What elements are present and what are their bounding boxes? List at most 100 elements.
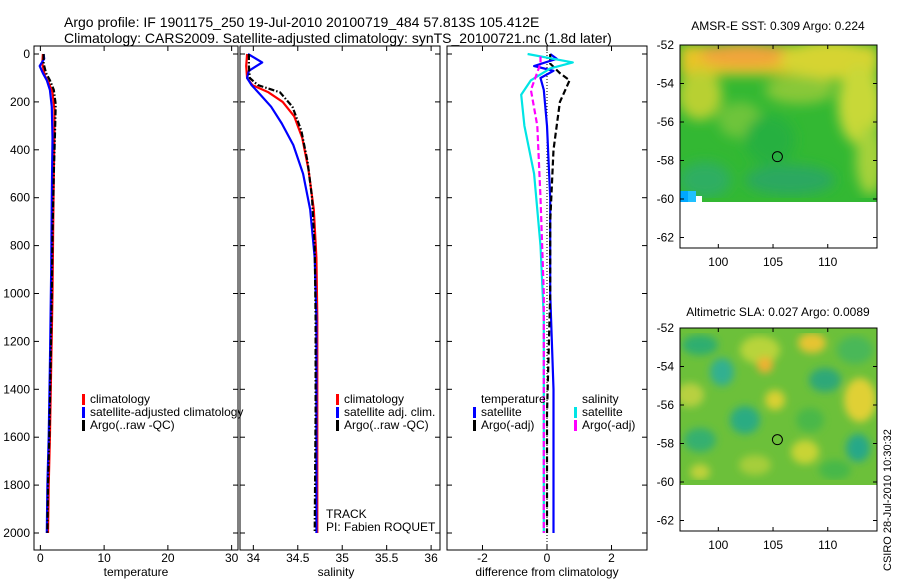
y-tick-label: 1400 (3, 382, 30, 396)
legend-label-argo: Argo(..raw -QC) (344, 418, 429, 432)
sst-title: AMSR-E SST: 0.309 Argo: 0.224 (691, 19, 865, 33)
sst-gap (696, 196, 702, 202)
y-tick-label: -52 (657, 38, 675, 52)
argo-position-marker (771, 151, 783, 163)
y-tick-label: -60 (657, 192, 675, 206)
legend-label-satellite: satellite adj. clim. (344, 405, 435, 419)
salinity-x-ticks: 34 34.5 35 35.5 36 (240, 46, 440, 565)
x-tick-label: -2 (477, 551, 488, 565)
sla-field (680, 333, 876, 480)
sst-map: AMSR-E SST: 0.309 Argo: 0.224 (657, 19, 878, 269)
y-tick-label: 200 (10, 95, 30, 109)
salinity-axes-frame (239, 45, 441, 551)
series-line-salinity-argo (529, 56, 545, 533)
sla-map: Altimetric SLA: 0.027 Argo: 0.0089 (657, 305, 878, 552)
header-line-2: Climatology: CARS2009. Satellite-adjuste… (64, 30, 612, 46)
y-tick-label: -56 (657, 398, 675, 412)
argo-position-marker (771, 434, 783, 446)
series-line-argo (42, 54, 57, 534)
legend-swatch-climatology (82, 394, 85, 405)
x-tick-label: 100 (708, 538, 728, 552)
y-tick-label: 600 (10, 191, 30, 205)
y-tick-label: 0 (23, 47, 30, 61)
x-tick-label: 35.5 (375, 551, 399, 565)
sst-ice-patch (680, 191, 688, 202)
sst-ticks: 100 105 110 -52 -54 -56 -58 -60 -62 (657, 38, 877, 269)
legend-label-temp-argo: Argo(-adj) (481, 418, 534, 432)
sst-ice-patch (688, 191, 696, 202)
salinity-legend: climatology satellite adj. clim. Argo(..… (336, 392, 435, 432)
y-tick-label: 400 (10, 143, 30, 157)
series-line-temperature-satellite (532, 53, 558, 533)
series-line-temperature-argo (545, 54, 571, 533)
y-tick-label: -60 (657, 475, 675, 489)
x-tick-label: 0 (544, 551, 551, 565)
x-tick-label: 34 (247, 551, 261, 565)
legend-label-argo: Argo(..raw -QC) (90, 418, 175, 432)
legend-label-climatology: climatology (344, 392, 404, 406)
x-tick-label: 105 (763, 255, 783, 269)
x-tick-label: 36 (424, 551, 438, 565)
legend-label-sal-argo: Argo(-adj) (582, 418, 635, 432)
legend-swatch-sal-argo (574, 420, 577, 431)
sst-field (680, 45, 877, 198)
y-tick-label: 1800 (3, 478, 30, 492)
x-tick-label: 34.5 (286, 551, 310, 565)
sla-heatmap (680, 328, 877, 485)
y-tick-label: 2000 (3, 526, 30, 540)
y-tick-label: 1000 (3, 287, 30, 301)
y-tick-label: -58 (657, 154, 675, 168)
y-tick-label: -58 (657, 437, 675, 451)
series-line-argo (247, 54, 317, 534)
difference-xlabel: difference from climatology (475, 565, 618, 579)
y-tick-label: -62 (657, 231, 675, 245)
x-tick-label: 20 (161, 551, 175, 565)
timestamp-stamp: CSIRO 28-Jul-2010 10:30:32 (882, 429, 894, 571)
sst-axes-frame (679, 44, 878, 249)
x-tick-label: 35 (336, 551, 350, 565)
temperature-lines (38, 53, 57, 534)
salinity-chart: 34 34.5 35 35.5 36 salinity climatology sate… (239, 45, 441, 579)
y-tick-label: 1600 (3, 430, 30, 444)
x-tick-label: 105 (763, 538, 783, 552)
legend-swatch-sal-satellite (574, 407, 577, 418)
salinity-xlabel: salinity (318, 565, 355, 579)
difference-legend: temperature satellite Argo(-adj) salinit… (473, 392, 635, 432)
x-tick-label: 10 (97, 551, 111, 565)
sst-nodata (680, 202, 877, 248)
y-tick-label: 1200 (3, 334, 30, 348)
header-line-1: Argo profile: IF 1901175_250 19-Jul-2010… (64, 14, 539, 30)
legend-label-temp-satellite: satellite (481, 405, 522, 419)
temperature-xlabel: temperature (104, 565, 169, 579)
difference-x-ticks: -2 0 2 (447, 46, 647, 565)
legend-swatch-satellite (336, 407, 339, 418)
temperature-axes-frame (33, 45, 239, 551)
legend-swatch-argo (82, 420, 85, 431)
series-line-satellite-adjusted (38, 53, 54, 534)
temperature-x-ticks: 0 10 20 30 (37, 46, 239, 565)
legend-group-temperature: temperature (481, 392, 546, 406)
x-tick-label: 110 (818, 538, 837, 552)
sla-title: Altimetric SLA: 0.027 Argo: 0.0089 (686, 305, 870, 319)
temperature-y-ticks: 0 200 400 600 800 1000 1200 1400 1600 1800 2000 (3, 47, 238, 540)
temperature-legend: climatology satellite-adjusted climatolo… (82, 392, 243, 432)
sla-nodata (680, 485, 877, 531)
legend-swatch-argo (336, 420, 339, 431)
x-tick-label: 100 (708, 255, 728, 269)
series-line-satellite-adjusted (246, 53, 318, 533)
y-tick-label: -54 (657, 77, 675, 91)
y-tick-label: -54 (657, 360, 675, 374)
y-tick-label: -62 (657, 514, 675, 528)
legend-swatch-temp-argo (473, 420, 476, 431)
y-tick-label: -56 (657, 115, 675, 129)
legend-label-climatology: climatology (90, 392, 150, 406)
difference-chart: -2 0 2 difference from climatology tempera… (446, 45, 648, 579)
temperature-chart: 0 200 400 600 800 1000 1200 1400 1600 1800 2000 0 1… (3, 45, 243, 579)
salinity-lines (245, 53, 319, 534)
legend-group-salinity: salinity (582, 392, 619, 406)
x-tick-label: 2 (608, 551, 615, 565)
x-tick-label: 110 (818, 255, 837, 269)
difference-lines (520, 52, 574, 533)
y-tick-label: -52 (657, 321, 675, 335)
